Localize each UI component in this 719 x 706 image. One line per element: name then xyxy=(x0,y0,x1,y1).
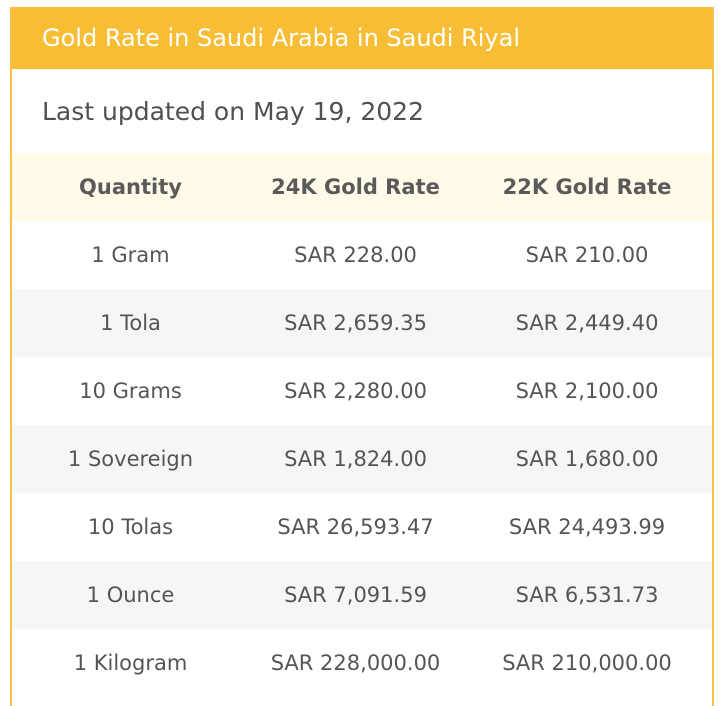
column-header-24k-rate: 24K Gold Rate xyxy=(271,175,440,199)
quantity-cell: 10 Tolas xyxy=(87,515,174,539)
gold-rate-card: Gold Rate in Saudi Arabia in Saudi Riyal… xyxy=(10,7,714,706)
quantity-cell: 10 Grams xyxy=(79,379,182,403)
quantity-cell: 1 Gram xyxy=(91,243,170,267)
table-row: 1 Gram SAR 228.00 SAR 210.00 xyxy=(12,221,712,289)
rate-22k-cell: SAR 2,449.40 xyxy=(515,311,659,335)
column-header-quantity: Quantity xyxy=(79,175,182,199)
rate-24k-cell: SAR 1,824.00 xyxy=(284,447,427,471)
table-body: 1 Gram SAR 228.00 SAR 210.00 1 Tola SAR … xyxy=(12,221,712,697)
quantity-cell: 1 Tola xyxy=(100,311,161,335)
gold-rate-table: Quantity 24K Gold Rate 22K Gold Rate 1 G… xyxy=(12,153,712,697)
table-row: 1 Ounce SAR 7,091.59 SAR 6,531.73 xyxy=(12,561,712,629)
rate-24k-cell: SAR 228,000.00 xyxy=(270,651,441,675)
table-row: 1 Sovereign SAR 1,824.00 SAR 1,680.00 xyxy=(12,425,712,493)
table-row: 10 Tolas SAR 26,593.47 SAR 24,493.99 xyxy=(12,493,712,561)
card-title: Gold Rate in Saudi Arabia in Saudi Riyal xyxy=(42,24,521,52)
rate-24k-cell: SAR 7,091.59 xyxy=(284,583,427,607)
last-updated-text: Last updated on May 19, 2022 xyxy=(42,96,424,126)
rate-24k-cell: SAR 2,659.35 xyxy=(284,311,427,335)
table-row: 1 Tola SAR 2,659.35 SAR 2,449.40 xyxy=(12,289,712,357)
table-row: 10 Grams SAR 2,280.00 SAR 2,100.00 xyxy=(12,357,712,425)
rate-22k-cell: SAR 1,680.00 xyxy=(515,447,659,471)
table-row: 1 Kilogram SAR 228,000.00 SAR 210,000.00 xyxy=(12,629,712,697)
rate-24k-cell: SAR 228.00 xyxy=(294,243,417,267)
rate-22k-cell: SAR 24,493.99 xyxy=(508,515,666,539)
quantity-cell: 1 Ounce xyxy=(86,583,175,607)
rate-22k-cell: SAR 2,100.00 xyxy=(515,379,659,403)
table-header-row: Quantity 24K Gold Rate 22K Gold Rate xyxy=(12,153,712,221)
rate-22k-cell: SAR 210.00 xyxy=(525,243,649,267)
card-header: Gold Rate in Saudi Arabia in Saudi Riyal xyxy=(12,7,712,69)
rate-24k-cell: SAR 2,280.00 xyxy=(284,379,427,403)
rate-24k-cell: SAR 26,593.47 xyxy=(277,515,434,539)
quantity-cell: 1 Sovereign xyxy=(67,447,194,471)
column-header-22k-rate: 22K Gold Rate xyxy=(502,175,672,199)
rate-22k-cell: SAR 210,000.00 xyxy=(502,651,672,675)
table-header: Quantity 24K Gold Rate 22K Gold Rate xyxy=(12,153,712,221)
rate-22k-cell: SAR 6,531.73 xyxy=(515,583,659,607)
quantity-cell: 1 Kilogram xyxy=(73,651,188,675)
